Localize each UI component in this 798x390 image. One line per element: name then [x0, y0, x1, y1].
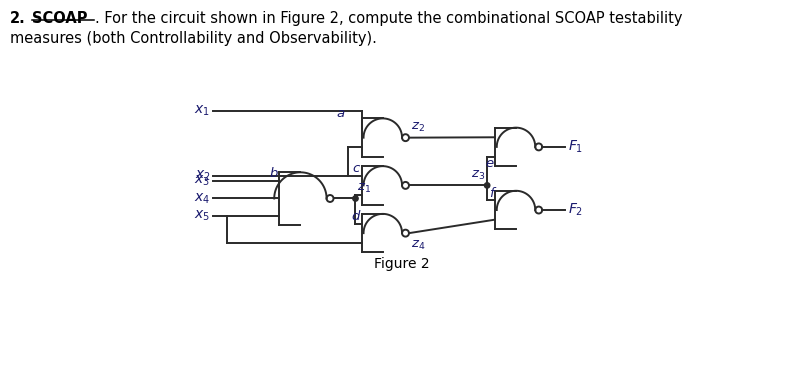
Circle shape [535, 144, 542, 151]
Text: SCOAP: SCOAP [32, 11, 88, 26]
Text: e: e [485, 157, 493, 170]
Text: $z_1$: $z_1$ [357, 181, 371, 195]
Circle shape [402, 134, 409, 141]
Text: measures (both Controllability and Observability).: measures (both Controllability and Obser… [10, 31, 377, 46]
Text: $x_3$: $x_3$ [195, 174, 211, 188]
Text: f: f [488, 187, 493, 200]
Text: $F_1$: $F_1$ [567, 139, 583, 155]
Text: 2.: 2. [10, 11, 26, 26]
Text: $z_2$: $z_2$ [410, 121, 425, 134]
Text: d: d [352, 210, 360, 223]
Text: $z_4$: $z_4$ [410, 239, 425, 252]
Circle shape [402, 182, 409, 189]
Text: b: b [269, 167, 278, 180]
Text: $F_2$: $F_2$ [567, 202, 583, 218]
Circle shape [402, 230, 409, 237]
Text: c: c [353, 162, 360, 175]
Circle shape [353, 196, 358, 201]
Text: $x_1$: $x_1$ [195, 103, 211, 118]
Text: $x_2$: $x_2$ [195, 169, 211, 183]
Text: Figure 2: Figure 2 [374, 257, 430, 271]
Text: a: a [336, 107, 344, 121]
Text: . For the circuit shown in Figure 2, compute the combinational SCOAP testability: . For the circuit shown in Figure 2, com… [95, 11, 682, 26]
Circle shape [535, 207, 542, 213]
Text: $z_3$: $z_3$ [472, 168, 486, 182]
Text: $x_4$: $x_4$ [194, 191, 211, 206]
Circle shape [484, 183, 490, 188]
Circle shape [326, 195, 334, 202]
Text: $x_5$: $x_5$ [195, 209, 211, 223]
